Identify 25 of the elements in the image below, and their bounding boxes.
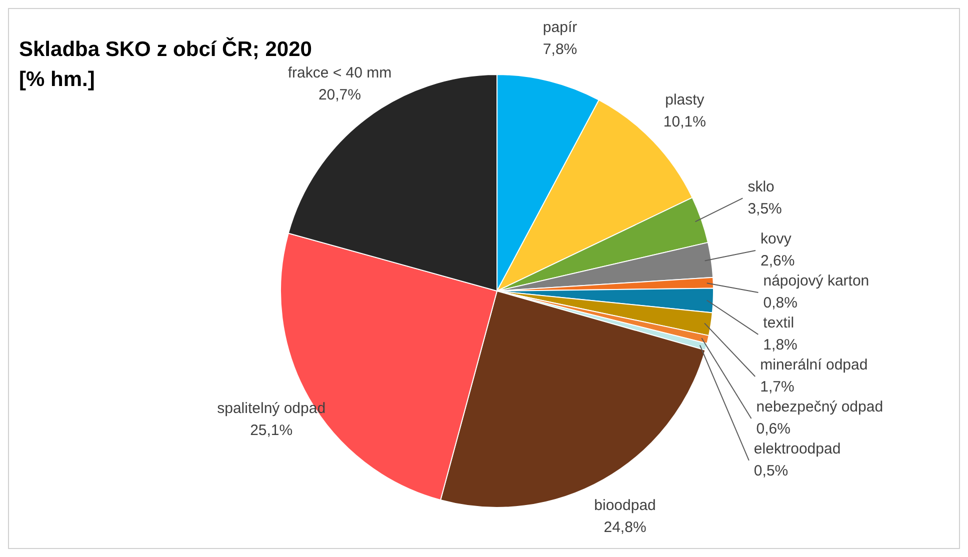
text: Skladba SKO z obcí ČR; 2020: [19, 36, 312, 63]
slice-label: sklo: [748, 178, 774, 196]
text: [% hm.]: [19, 68, 95, 91]
slice-label: textil: [763, 314, 794, 332]
slice-label: frakce < 40 mm: [288, 64, 392, 82]
slice-label: plasty: [665, 92, 705, 109]
slice-label: nápojový karton: [763, 272, 870, 290]
data-label: 0,8%: [763, 294, 798, 312]
data-label: 1,7%: [760, 378, 794, 396]
data-label: 0,5%: [754, 462, 788, 480]
data-label: 10,1%: [663, 114, 706, 131]
slice-label: bioodpad: [594, 497, 656, 514]
data-label: 3,5%: [748, 200, 782, 218]
slice-label: nebezpečný odpad: [756, 398, 884, 416]
slice-label: papír: [542, 19, 578, 36]
data-label: 20,7%: [318, 86, 361, 104]
slice-label: kovy: [760, 230, 792, 248]
data-label: 2,6%: [760, 252, 795, 270]
data-label: 7,8%: [542, 41, 578, 58]
slice-label: elektroodpad: [754, 440, 841, 458]
slice-label: minerální odpad: [760, 356, 868, 374]
data-label: 25,1%: [250, 422, 293, 439]
data-label: 0,6%: [756, 420, 790, 438]
data-label: 1,8%: [763, 336, 798, 354]
data-label: 24,8%: [604, 519, 646, 536]
